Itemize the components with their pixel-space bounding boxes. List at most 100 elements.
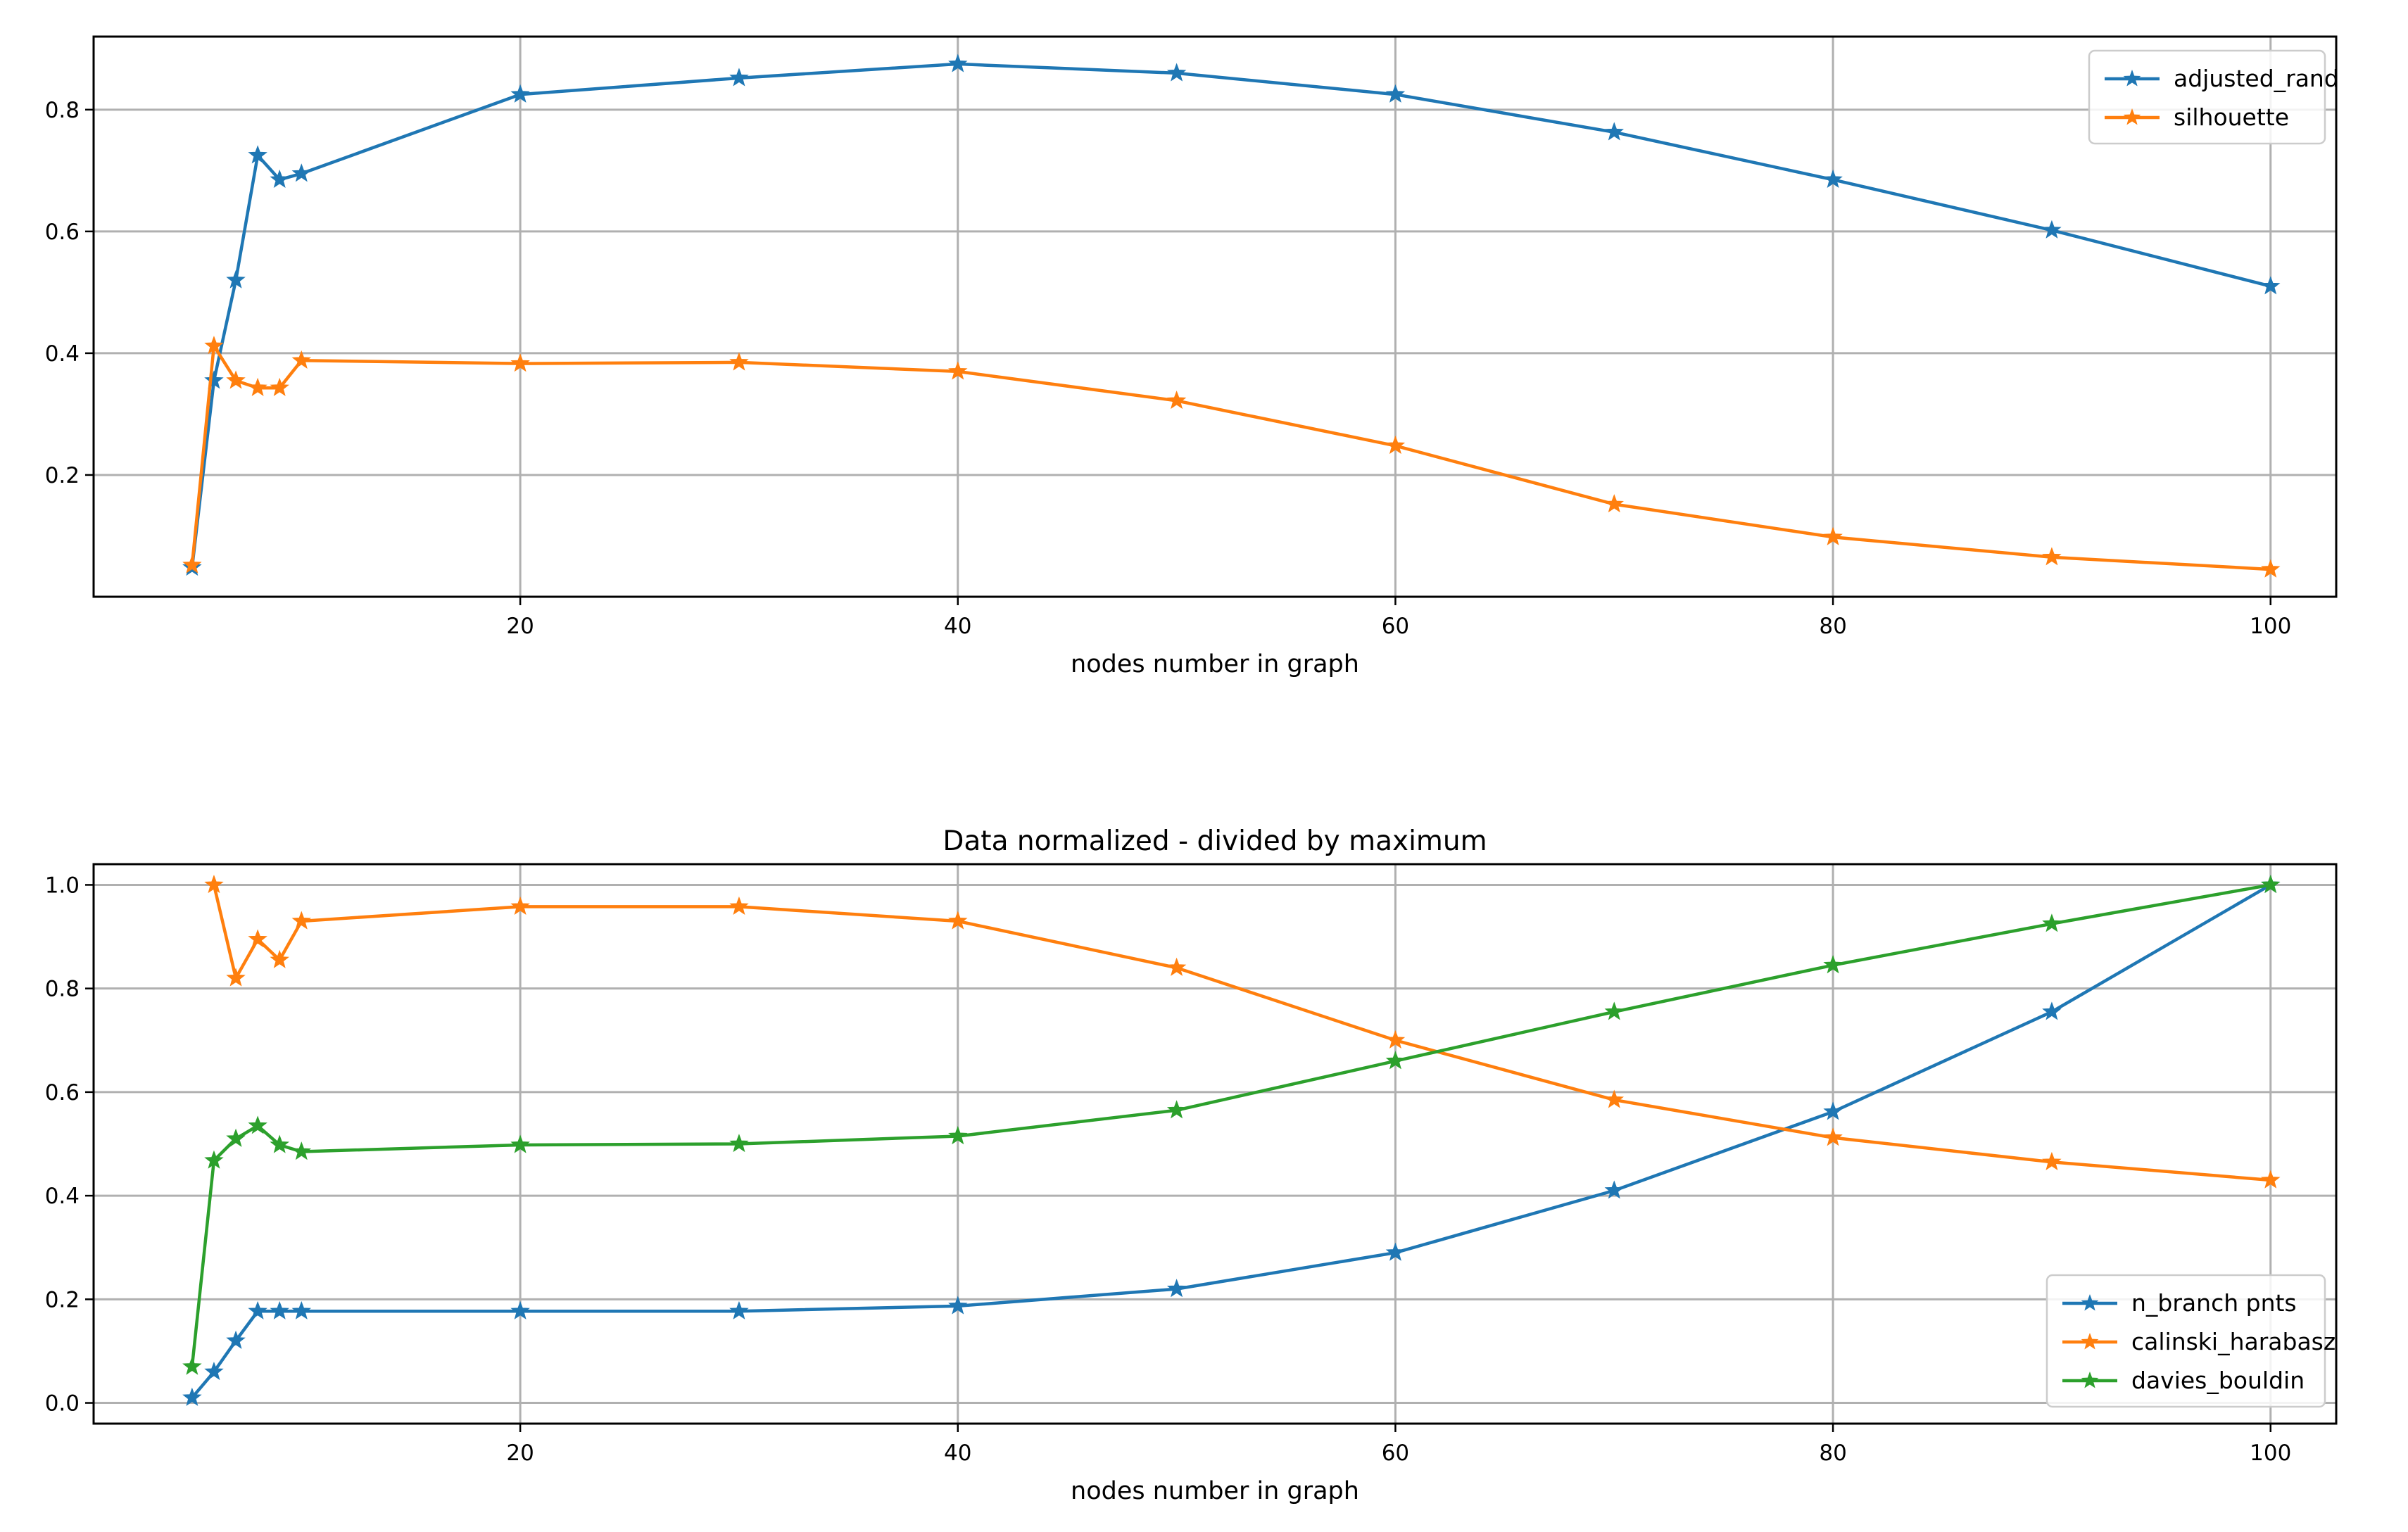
data-point [948, 1126, 968, 1145]
legend: adjusted_rand silhouette [2088, 49, 2339, 145]
legend-marker [2081, 1372, 2099, 1388]
plot-area [94, 864, 2336, 1424]
y-tick-label: 0.0 [45, 1391, 80, 1417]
data-point [729, 896, 749, 916]
data-point [1604, 1180, 1624, 1199]
legend-label: n_branch pnts [2131, 1289, 2297, 1317]
data-point [2042, 913, 2062, 932]
chart-2: Data normalized - divided by maximum nod… [45, 825, 2338, 1505]
y-tick-label: 1.0 [45, 873, 80, 898]
data-point [204, 875, 224, 894]
legend-marker [2123, 70, 2141, 87]
data-point [291, 350, 312, 369]
data-point [1604, 494, 1624, 513]
data-point [2261, 1170, 2281, 1189]
data-point [182, 555, 202, 574]
data-point [270, 1134, 289, 1153]
y-tick-label: 0.2 [45, 463, 80, 488]
y-tick-label: 0.6 [45, 1080, 80, 1106]
y-tick-label: 0.8 [45, 98, 80, 123]
legend-marker [2081, 1294, 2099, 1311]
data-point [2042, 547, 2062, 566]
legend-item: silhouette [2105, 103, 2289, 131]
data-point [248, 1115, 267, 1134]
data-point [510, 1300, 530, 1319]
data-point [1166, 1279, 1187, 1298]
data-point [729, 1300, 749, 1319]
data-point [1823, 1101, 1843, 1120]
data-point [1385, 1030, 1406, 1049]
data-point [291, 911, 312, 930]
data-point [1604, 1001, 1624, 1020]
data-point [182, 1387, 202, 1406]
data-point [248, 377, 267, 396]
legend-item: calinski_harabasz [2062, 1328, 2335, 1355]
data-point [510, 896, 530, 916]
x-tick-label: 80 [1819, 1441, 1846, 1466]
data-point [2261, 276, 2281, 295]
legend-label: adjusted_rand [2174, 65, 2339, 92]
data-point [270, 169, 289, 188]
data-point [1166, 390, 1187, 410]
data-point [1385, 84, 1406, 103]
data-point [948, 361, 968, 380]
data-point [729, 68, 749, 87]
data-point [226, 968, 246, 987]
data-point [291, 1300, 312, 1319]
plot-area [94, 37, 2336, 597]
chart-2-x-axis-label: nodes number in graph [1071, 1477, 1359, 1505]
data-point [226, 270, 246, 289]
data-point [1385, 1051, 1406, 1070]
chart-1-x-axis-label: nodes number in graph [1071, 650, 1359, 678]
data-point [1823, 955, 1843, 974]
axes-frame [92, 863, 2338, 1425]
legend-item: adjusted_rand [2105, 65, 2339, 92]
data-point [2042, 1001, 2062, 1020]
data-point [729, 1134, 749, 1153]
data-point [510, 84, 530, 103]
data-point [2261, 875, 2281, 894]
data-point [270, 377, 289, 396]
data-point [948, 53, 968, 72]
x-tick-label: 20 [506, 1441, 534, 1466]
x-tick-label: 80 [1819, 614, 1846, 639]
data-point [226, 1330, 246, 1349]
data-point [1823, 169, 1843, 188]
x-tick-label: 40 [944, 1441, 971, 1466]
data-point [204, 1361, 224, 1381]
data-point [1823, 526, 1843, 545]
data-point [248, 1300, 267, 1319]
data-point [1166, 957, 1187, 976]
data-point [729, 352, 749, 371]
chart-2-title: Data normalized - divided by maximum [943, 825, 1487, 857]
legend-item: davies_bouldin [2062, 1367, 2305, 1394]
data-point [248, 929, 267, 948]
data-point [291, 1141, 312, 1160]
data-point [270, 949, 289, 968]
y-tick-label: 0.2 [45, 1287, 80, 1312]
legend-item: n_branch pnts [2062, 1289, 2297, 1317]
data-point [248, 145, 267, 164]
data-point [2042, 1151, 2062, 1170]
axes-frame [92, 35, 2338, 598]
x-tick-label: 20 [506, 614, 534, 639]
y-tick-label: 0.6 [45, 220, 80, 245]
data-point [510, 353, 530, 372]
legend-label: silhouette [2174, 103, 2289, 131]
data-point [1604, 122, 1624, 141]
chart-1: nodes number in graph 20 40 60 80 100 0.2 0.4 0… [45, 35, 2339, 678]
legend-marker [2123, 108, 2141, 125]
data-point [204, 370, 224, 389]
data-point [182, 1356, 202, 1375]
y-tick-label: 0.4 [45, 341, 80, 367]
legend-marker [2081, 1333, 2099, 1350]
data-point [1385, 1242, 1406, 1261]
data-point [204, 1150, 224, 1169]
data-point [2042, 220, 2062, 239]
legend-box [2088, 49, 2326, 145]
data-point [510, 1134, 530, 1153]
data-point [948, 911, 968, 930]
x-tick-label: 40 [944, 614, 971, 639]
y-tick-label: 0.4 [45, 1184, 80, 1209]
